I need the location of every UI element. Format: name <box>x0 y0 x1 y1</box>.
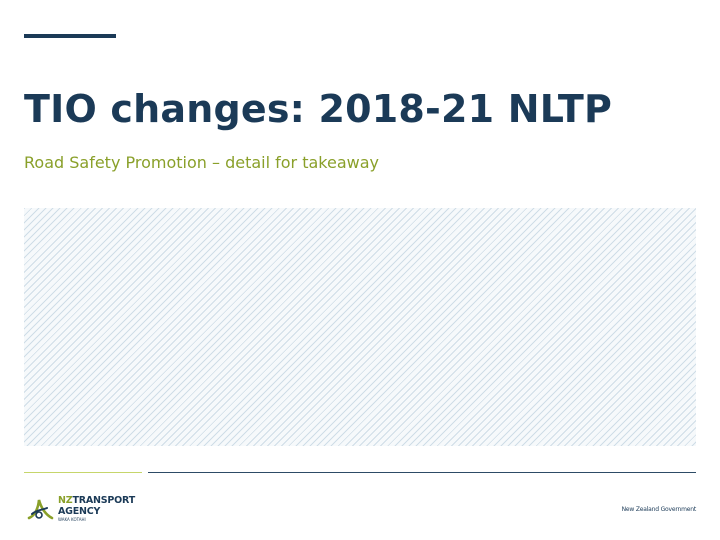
logo-line-3: WAKA KOTAHI <box>58 517 86 522</box>
slide-subtitle: Road Safety Promotion – detail for takea… <box>24 153 379 172</box>
footer-rule-green <box>24 472 142 473</box>
nzta-logo: NZTRANSPORT AGENCY WAKA KOTAHI <box>26 494 135 524</box>
logo-line-1: TRANSPORT <box>72 495 136 506</box>
slide-title: TIO changes: 2018-21 NLTP <box>24 87 613 131</box>
nzta-logo-mark-icon <box>27 499 54 520</box>
government-logo-text: New Zealand Government <box>621 506 697 513</box>
accent-bar <box>24 34 116 38</box>
hatched-content-panel <box>24 208 696 446</box>
logo-line-2: AGENCY <box>58 505 101 517</box>
footer-rule-navy <box>148 472 696 473</box>
logo-prefix: NZ <box>58 495 73 506</box>
